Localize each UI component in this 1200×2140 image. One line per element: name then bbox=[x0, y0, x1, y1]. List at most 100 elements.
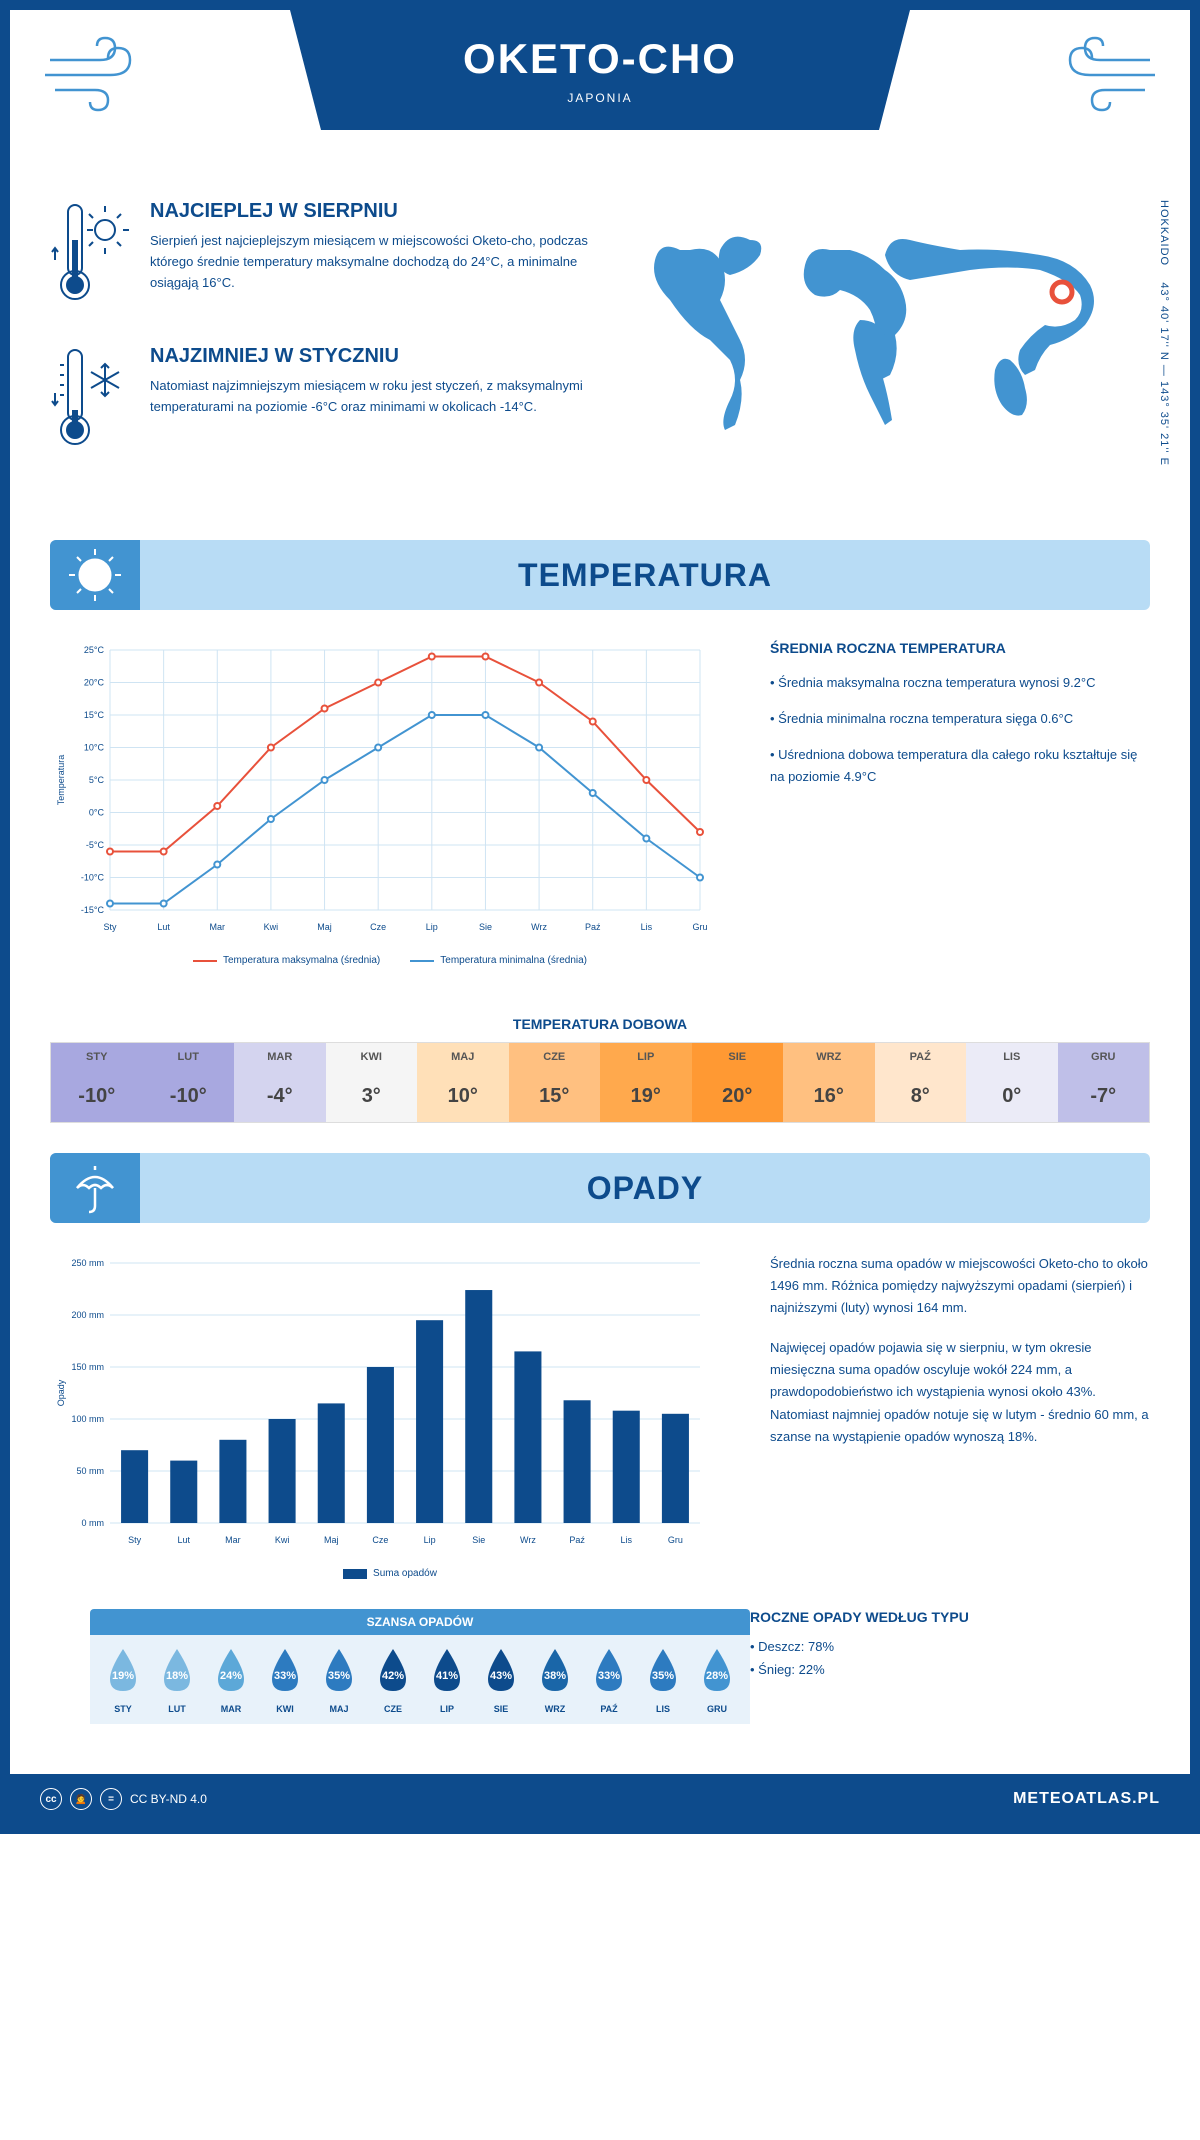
nd-icon: = bbox=[100, 1788, 122, 1810]
wind-icon bbox=[40, 30, 160, 120]
svg-text:35%: 35% bbox=[328, 1670, 350, 1682]
header: OKETO-CHO JAPONIA bbox=[10, 10, 1190, 170]
intro-section: NAJCIEPLEJ W SIERPNIU Sierpień jest najc… bbox=[10, 170, 1190, 520]
annual-temp-info: ŚREDNIA ROCZNA TEMPERATURA • Średnia mak… bbox=[770, 640, 1150, 966]
svg-text:0 mm: 0 mm bbox=[82, 1518, 105, 1528]
svg-text:28%: 28% bbox=[706, 1670, 728, 1682]
daily-cell: CZE15° bbox=[509, 1043, 601, 1122]
svg-text:41%: 41% bbox=[436, 1670, 458, 1682]
daily-cell: KWI3° bbox=[326, 1043, 418, 1122]
coldest-title: NAJZIMNIEJ W STYCZNIU bbox=[150, 345, 590, 368]
svg-text:Opady: Opady bbox=[56, 1379, 66, 1406]
svg-text:Sie: Sie bbox=[472, 1535, 485, 1545]
svg-text:250 mm: 250 mm bbox=[71, 1258, 104, 1268]
daily-cell: PAŹ8° bbox=[875, 1043, 967, 1122]
license-text: CC BY-ND 4.0 bbox=[130, 1792, 207, 1806]
svg-text:5°C: 5°C bbox=[89, 775, 105, 785]
site-name: METEOATLAS.PL bbox=[1013, 1790, 1160, 1808]
svg-text:Cze: Cze bbox=[370, 922, 386, 932]
svg-text:33%: 33% bbox=[274, 1670, 296, 1682]
svg-text:Paź: Paź bbox=[569, 1535, 585, 1545]
wind-icon bbox=[1040, 30, 1160, 120]
svg-text:Lip: Lip bbox=[424, 1535, 436, 1545]
svg-text:Wrz: Wrz bbox=[531, 922, 547, 932]
svg-text:18%: 18% bbox=[166, 1670, 188, 1682]
svg-text:20°C: 20°C bbox=[84, 678, 105, 688]
svg-text:150 mm: 150 mm bbox=[71, 1362, 104, 1372]
daily-cell: LIS0° bbox=[966, 1043, 1058, 1122]
rain-drop: 24% MAR bbox=[204, 1645, 258, 1714]
svg-text:Kwi: Kwi bbox=[264, 922, 279, 932]
precipitation-chart: 0 mm 50 mm 100 mm 150 mm 200 mm 250 mm Sty Lut M… bbox=[50, 1253, 730, 1579]
title-banner: OKETO-CHO JAPONIA bbox=[290, 10, 910, 130]
rain-drop: 42% CZE bbox=[366, 1645, 420, 1714]
rain-drop: 35% MAJ bbox=[312, 1645, 366, 1714]
svg-text:Mar: Mar bbox=[225, 1535, 241, 1545]
precipitation-section: OPADY bbox=[50, 1153, 1150, 1223]
svg-text:Sty: Sty bbox=[103, 922, 117, 932]
svg-text:50 mm: 50 mm bbox=[76, 1466, 104, 1476]
svg-text:15°C: 15°C bbox=[84, 710, 105, 720]
daily-cell: SIE20° bbox=[692, 1043, 784, 1122]
svg-text:35%: 35% bbox=[652, 1670, 674, 1682]
coldest-text: Natomiast najzimniejszym miesiącem w rok… bbox=[150, 376, 590, 418]
city-name: OKETO-CHO bbox=[463, 35, 737, 83]
svg-text:25°C: 25°C bbox=[84, 645, 105, 655]
cc-icon: cc bbox=[40, 1788, 62, 1810]
svg-text:Maj: Maj bbox=[324, 1535, 339, 1545]
thermometer-hot-icon bbox=[50, 200, 130, 310]
temperature-section: TEMPERATURA bbox=[50, 540, 1150, 610]
rain-drop: 18% LUT bbox=[150, 1645, 204, 1714]
thermometer-cold-icon bbox=[50, 345, 130, 455]
daily-cell: STY-10° bbox=[51, 1043, 143, 1122]
svg-text:Mar: Mar bbox=[210, 922, 226, 932]
warmest-title: NAJCIEPLEJ W SIERPNIU bbox=[150, 200, 590, 223]
daily-temp-table: STY-10°LUT-10°MAR-4°KWI3°MAJ10°CZE15°LIP… bbox=[50, 1042, 1150, 1123]
svg-text:10°C: 10°C bbox=[84, 743, 105, 753]
rain-drop: 33% PAŹ bbox=[582, 1645, 636, 1714]
svg-text:Lip: Lip bbox=[426, 922, 438, 932]
svg-text:43%: 43% bbox=[490, 1670, 512, 1682]
svg-text:100 mm: 100 mm bbox=[71, 1414, 104, 1424]
svg-text:Gru: Gru bbox=[692, 922, 707, 932]
svg-text:Sty: Sty bbox=[128, 1535, 142, 1545]
world-map: HOKKAIDO 43° 40' 17'' N — 143° 35' 21'' … bbox=[630, 200, 1150, 490]
svg-text:Lut: Lut bbox=[177, 1535, 190, 1545]
precipitation-type-info: ROCZNE OPADY WEDŁUG TYPU • Deszcz: 78% •… bbox=[750, 1609, 1130, 1744]
warmest-text: Sierpień jest najcieplejszym miesiącem w… bbox=[150, 231, 590, 293]
umbrella-icon bbox=[67, 1160, 123, 1216]
rain-drop: 41% LIP bbox=[420, 1645, 474, 1714]
svg-text:-15°C: -15°C bbox=[81, 905, 105, 915]
svg-text:Cze: Cze bbox=[372, 1535, 388, 1545]
rain-drop: 38% WRZ bbox=[528, 1645, 582, 1714]
footer: cc 🙍 = CC BY-ND 4.0 METEOATLAS.PL bbox=[10, 1774, 1190, 1824]
section-title: TEMPERATURA bbox=[140, 557, 1150, 594]
svg-text:33%: 33% bbox=[598, 1670, 620, 1682]
svg-text:0°C: 0°C bbox=[89, 808, 105, 818]
infographic: OKETO-CHO JAPONIA bbox=[0, 0, 1200, 1834]
coldest-block: NAJZIMNIEJ W STYCZNIU Natomiast najzimni… bbox=[50, 345, 590, 460]
svg-text:Maj: Maj bbox=[317, 922, 332, 932]
coordinates: HOKKAIDO 43° 40' 17'' N — 143° 35' 21'' … bbox=[1158, 200, 1170, 466]
svg-text:Sie: Sie bbox=[479, 922, 492, 932]
country-name: JAPONIA bbox=[567, 91, 632, 105]
svg-text:Lis: Lis bbox=[641, 922, 653, 932]
daily-cell: LIP19° bbox=[600, 1043, 692, 1122]
svg-text:38%: 38% bbox=[544, 1670, 566, 1682]
temperature-chart: -15°C-10°C-5°C0°C5°C10°C15°C20°C25°CStyL… bbox=[50, 640, 730, 966]
svg-text:Temperatura: Temperatura bbox=[56, 755, 66, 806]
svg-text:Gru: Gru bbox=[668, 1535, 683, 1545]
svg-text:-10°C: -10°C bbox=[81, 873, 105, 883]
svg-text:Kwi: Kwi bbox=[275, 1535, 290, 1545]
rain-drop: 19% STY bbox=[96, 1645, 150, 1714]
svg-text:24%: 24% bbox=[220, 1670, 242, 1682]
daily-temp-title: TEMPERATURA DOBOWA bbox=[10, 1016, 1190, 1032]
daily-cell: LUT-10° bbox=[143, 1043, 235, 1122]
by-icon: 🙍 bbox=[70, 1788, 92, 1810]
precipitation-info: Średnia roczna suma opadów w miejscowośc… bbox=[770, 1253, 1150, 1579]
daily-cell: MAJ10° bbox=[417, 1043, 509, 1122]
svg-text:Lut: Lut bbox=[157, 922, 170, 932]
svg-text:200 mm: 200 mm bbox=[71, 1310, 104, 1320]
rain-drop: 28% GRU bbox=[690, 1645, 744, 1714]
daily-cell: WRZ16° bbox=[783, 1043, 875, 1122]
